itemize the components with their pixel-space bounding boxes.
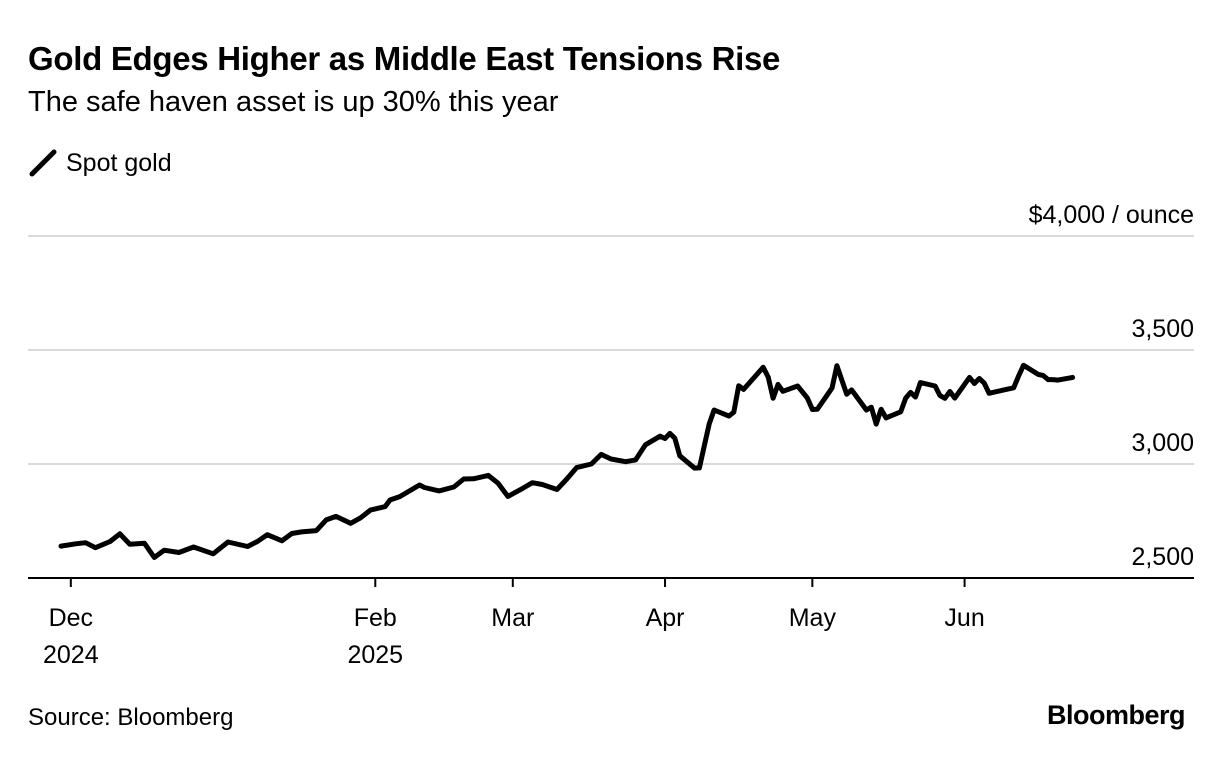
legend: Spot gold: [28, 146, 172, 180]
x-tick-label-mar: Mar: [491, 604, 534, 632]
x-tick-label-apr: Apr: [646, 604, 685, 632]
legend-label-spot-gold: Spot gold: [66, 148, 172, 177]
source-note: Source: Bloomberg: [28, 704, 234, 731]
y-tick-label-4000: $4,000 / ounce: [1029, 201, 1194, 229]
x-tick-label-may: May: [789, 604, 837, 632]
y-tick-label-2500: 2,500: [1131, 543, 1194, 571]
x-tick-sublabel-dec: 2024: [43, 641, 99, 669]
x-tick-label-feb: Feb: [354, 604, 397, 632]
series-line-spot-gold: [58, 362, 1076, 560]
bloomberg-logo: Bloomberg: [1046, 700, 1186, 730]
x-tick-label-jun: Jun: [944, 604, 984, 632]
chart-subtitle: The safe haven asset is up 30% this year: [28, 86, 559, 118]
legend-line-icon: [29, 149, 57, 177]
x-tick-sublabel-feb: 2025: [347, 641, 403, 669]
chart-title: Gold Edges Higher as Middle East Tension…: [28, 40, 781, 77]
x-tick-label-dec: Dec: [49, 604, 93, 632]
y-tick-label-3000: 3,000: [1131, 429, 1194, 457]
y-tick-label-3500: 3,500: [1131, 315, 1194, 343]
